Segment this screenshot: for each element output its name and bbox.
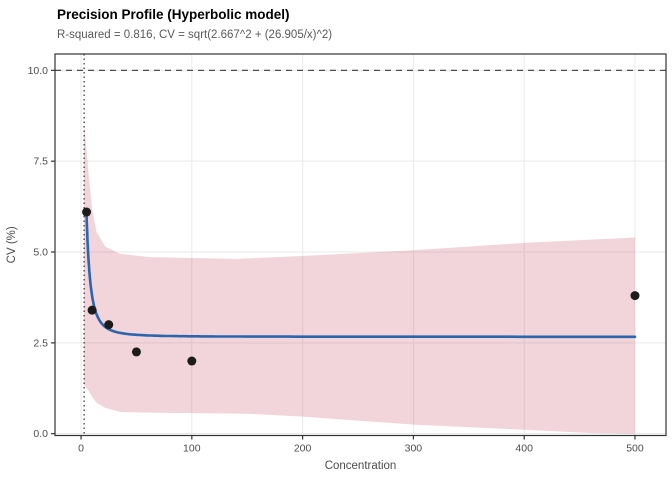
- data-point: [187, 356, 197, 366]
- data-point: [131, 347, 141, 357]
- y-tick-label: 0.0: [33, 428, 48, 440]
- y-tick-label: 7.5: [33, 156, 48, 168]
- panel-border: [54, 53, 667, 437]
- panel-background: [55, 54, 666, 436]
- x-tick-label: 300: [405, 443, 423, 455]
- data-point: [82, 207, 92, 217]
- confidence-band: [84, 126, 635, 434]
- fit-line: [85, 214, 637, 339]
- x-tick-label: 0: [78, 443, 84, 455]
- data-point: [630, 291, 640, 301]
- x-tick-label: 100: [183, 443, 201, 455]
- data-point: [104, 320, 114, 330]
- x-tick-label: 400: [515, 443, 533, 455]
- x-tick-label: 500: [626, 443, 644, 455]
- y-tick-label: 5.0: [33, 247, 48, 259]
- y-tick-label: 10.0: [28, 65, 49, 77]
- chart-subtitle: R-squared = 0.816, CV = sqrt(2.667^2 + (…: [57, 29, 333, 41]
- y-tick-label: 2.5: [33, 337, 48, 349]
- y-axis-title: CV (%): [6, 226, 18, 263]
- data-point: [87, 305, 97, 315]
- x-axis-title: Concentration: [325, 460, 397, 472]
- x-tick-label: 200: [294, 443, 312, 455]
- chart-title: Precision Profile (Hyperbolic model): [57, 7, 290, 22]
